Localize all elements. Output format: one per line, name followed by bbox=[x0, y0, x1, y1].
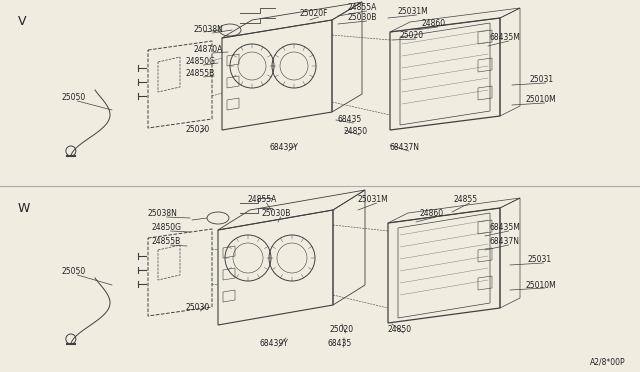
Text: 25038N: 25038N bbox=[194, 26, 224, 35]
Text: 24855B: 24855B bbox=[152, 237, 181, 247]
Text: 25050: 25050 bbox=[62, 267, 86, 276]
Text: 24850: 24850 bbox=[344, 128, 368, 137]
Text: 68437N: 68437N bbox=[390, 144, 420, 153]
Text: 25020: 25020 bbox=[330, 326, 354, 334]
Text: 25020: 25020 bbox=[400, 32, 424, 41]
Text: W: W bbox=[18, 202, 30, 215]
Text: 68439Y: 68439Y bbox=[270, 144, 299, 153]
Text: 24855A: 24855A bbox=[348, 3, 378, 13]
Text: A2/8*00P: A2/8*00P bbox=[590, 357, 626, 366]
Text: 24860: 24860 bbox=[422, 19, 446, 29]
Text: 25010M: 25010M bbox=[526, 280, 557, 289]
Text: 24850G: 24850G bbox=[152, 224, 182, 232]
Text: 25031: 25031 bbox=[528, 256, 552, 264]
Text: 25031M: 25031M bbox=[358, 196, 388, 205]
Text: 25030: 25030 bbox=[185, 304, 209, 312]
Text: 25038N: 25038N bbox=[148, 209, 178, 218]
Text: V: V bbox=[18, 15, 26, 28]
Text: 25031: 25031 bbox=[530, 76, 554, 84]
Text: 68435M: 68435M bbox=[490, 224, 521, 232]
Text: 24855: 24855 bbox=[454, 196, 478, 205]
Text: 24850G: 24850G bbox=[185, 58, 215, 67]
Text: 68435: 68435 bbox=[338, 115, 362, 125]
Text: 25030B: 25030B bbox=[348, 13, 378, 22]
Text: 25020F: 25020F bbox=[300, 10, 328, 19]
Text: 68437N: 68437N bbox=[490, 237, 520, 247]
Text: 24855B: 24855B bbox=[185, 70, 214, 78]
Text: 25031M: 25031M bbox=[398, 7, 429, 16]
Text: 25030B: 25030B bbox=[262, 209, 291, 218]
Text: 25030: 25030 bbox=[185, 125, 209, 135]
Text: 24855A: 24855A bbox=[248, 196, 277, 205]
Text: 68435M: 68435M bbox=[490, 33, 521, 42]
Text: 68435: 68435 bbox=[328, 340, 352, 349]
Text: 24850: 24850 bbox=[388, 326, 412, 334]
Text: 68439Y: 68439Y bbox=[260, 340, 289, 349]
Text: 25050: 25050 bbox=[62, 93, 86, 103]
Text: 24860: 24860 bbox=[420, 209, 444, 218]
Text: 25010M: 25010M bbox=[526, 96, 557, 105]
Text: 24870A: 24870A bbox=[194, 45, 223, 55]
